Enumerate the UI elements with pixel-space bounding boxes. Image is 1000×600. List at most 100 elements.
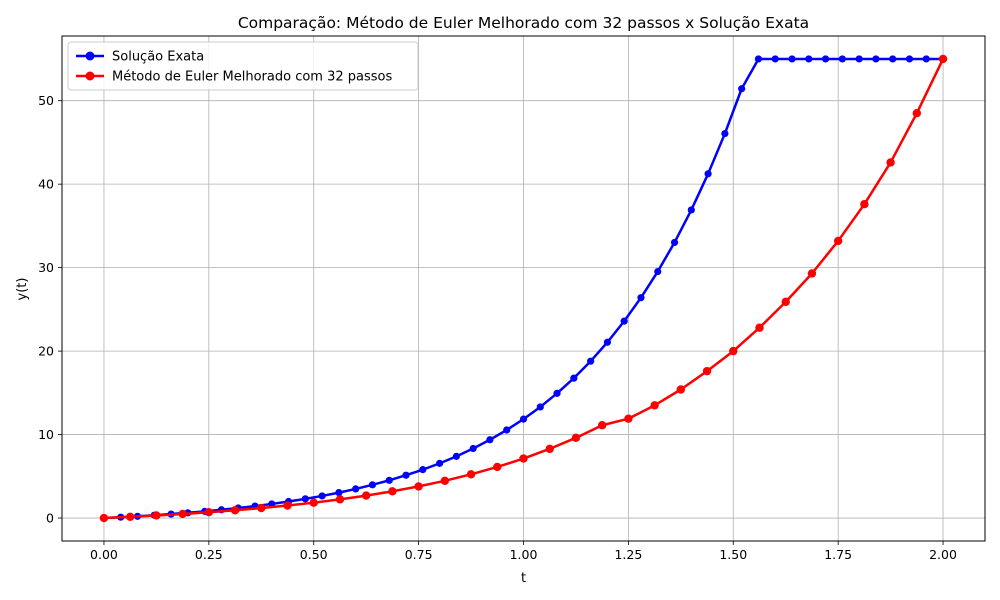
x-tick-label: 1.00 [510, 547, 538, 562]
data-point-euler [545, 444, 554, 454]
data-point-exact [738, 85, 746, 93]
data-point-euler [361, 491, 371, 500]
data-point-euler [125, 512, 135, 521]
data-point-euler [886, 158, 895, 167]
data-point-exact [553, 389, 561, 397]
data-point-euler [519, 454, 528, 463]
y-axis-ticks: 0 10 20 30 40 50 [38, 93, 62, 526]
data-point-exact [402, 471, 410, 479]
x-tick-label: 1.25 [614, 547, 642, 562]
y-tick-label: 10 [38, 427, 54, 442]
data-point-exact [519, 415, 528, 423]
data-point-euler [493, 462, 502, 472]
data-point-euler [178, 509, 187, 519]
data-point-euler [440, 476, 450, 486]
data-point-exact [352, 485, 360, 493]
data-point-euler [650, 401, 659, 410]
x-tick-label: 1.75 [824, 547, 852, 562]
data-point-exact [503, 426, 511, 434]
data-point-exact [922, 55, 930, 63]
series-euler [99, 54, 948, 523]
data-point-euler [230, 506, 240, 515]
data-point-exact [805, 55, 813, 63]
data-point-euler [938, 54, 948, 64]
data-point-euler [99, 513, 109, 523]
data-point-euler [624, 414, 633, 423]
data-point-exact [385, 476, 393, 484]
data-point-exact [452, 452, 460, 460]
y-tick-label: 40 [38, 177, 54, 192]
x-tick-label: 0.25 [195, 547, 223, 562]
data-point-exact [318, 492, 326, 500]
data-point-exact [821, 55, 830, 63]
legend: Solução Exata Método de Euler Melhorado … [67, 41, 419, 91]
data-point-exact [469, 444, 477, 453]
data-point-euler [335, 495, 345, 504]
data-point-exact [435, 459, 444, 467]
data-point-euler [388, 487, 397, 496]
data-point-exact [620, 317, 628, 325]
data-point-euler [676, 385, 686, 394]
data-point-exact [704, 170, 712, 178]
data-point-euler [204, 508, 214, 517]
data-point-euler [257, 503, 266, 513]
y-tick-label: 20 [38, 344, 54, 359]
data-point-exact [603, 338, 612, 346]
data-point-exact [721, 129, 729, 138]
data-point-exact [754, 55, 763, 63]
data-point-euler [283, 501, 292, 510]
data-point-exact [838, 55, 846, 63]
x-tick-label: 0.75 [405, 547, 433, 562]
data-point-exact [855, 55, 863, 63]
data-point-exact [335, 488, 343, 497]
x-tick-label: 0.00 [90, 547, 118, 562]
x-axis-label: t [521, 571, 526, 586]
grid [62, 36, 985, 541]
data-point-euler [571, 433, 581, 443]
data-point-exact [771, 55, 779, 63]
data-point-euler [781, 297, 790, 307]
data-point-euler [309, 498, 318, 507]
data-point-exact [637, 294, 645, 302]
data-point-exact [486, 436, 494, 444]
data-point-exact [587, 357, 595, 365]
data-point-exact [570, 374, 578, 382]
x-tick-label: 2.00 [929, 547, 957, 562]
data-point-euler [597, 421, 607, 430]
data-point-euler [755, 323, 764, 332]
data-point-euler [807, 269, 817, 278]
data-point-exact [368, 481, 377, 489]
legend-marker-euler [85, 71, 95, 81]
x-tick-label: 1.50 [719, 547, 747, 562]
x-tick-label: 0.50 [300, 547, 328, 562]
data-point-exact [905, 55, 914, 63]
legend-box [67, 41, 419, 91]
data-point-euler [912, 109, 922, 118]
y-tick-label: 50 [38, 93, 54, 108]
data-point-exact [654, 267, 662, 276]
data-point-exact [536, 403, 544, 411]
data-point-euler [833, 236, 843, 246]
data-point-exact [419, 466, 427, 474]
y-axis-label: y(t) [15, 278, 30, 301]
y-tick-label: 0 [46, 511, 54, 526]
series-layer [99, 54, 948, 523]
data-point-exact [670, 238, 679, 247]
data-point-euler [860, 199, 869, 209]
data-point-euler [466, 470, 476, 479]
data-point-euler [702, 366, 712, 376]
legend-label-euler: Método de Euler Melhorado com 32 passos [112, 70, 392, 85]
x-axis-ticks: 0.00 0.25 0.50 0.75 1.00 1.25 1.50 1.75 2.00 [90, 541, 957, 562]
chart-title: Comparação: Método de Euler Melhorado co… [238, 14, 809, 32]
legend-marker-exact [85, 51, 95, 61]
data-point-exact [889, 55, 897, 63]
legend-label-exact: Solução Exata [112, 50, 204, 65]
data-point-exact [301, 495, 309, 503]
data-point-exact [687, 206, 695, 214]
data-point-euler [152, 511, 161, 520]
data-point-exact [872, 55, 880, 63]
y-tick-label: 30 [38, 260, 54, 275]
data-point-euler [729, 346, 738, 356]
data-point-exact [788, 55, 796, 63]
